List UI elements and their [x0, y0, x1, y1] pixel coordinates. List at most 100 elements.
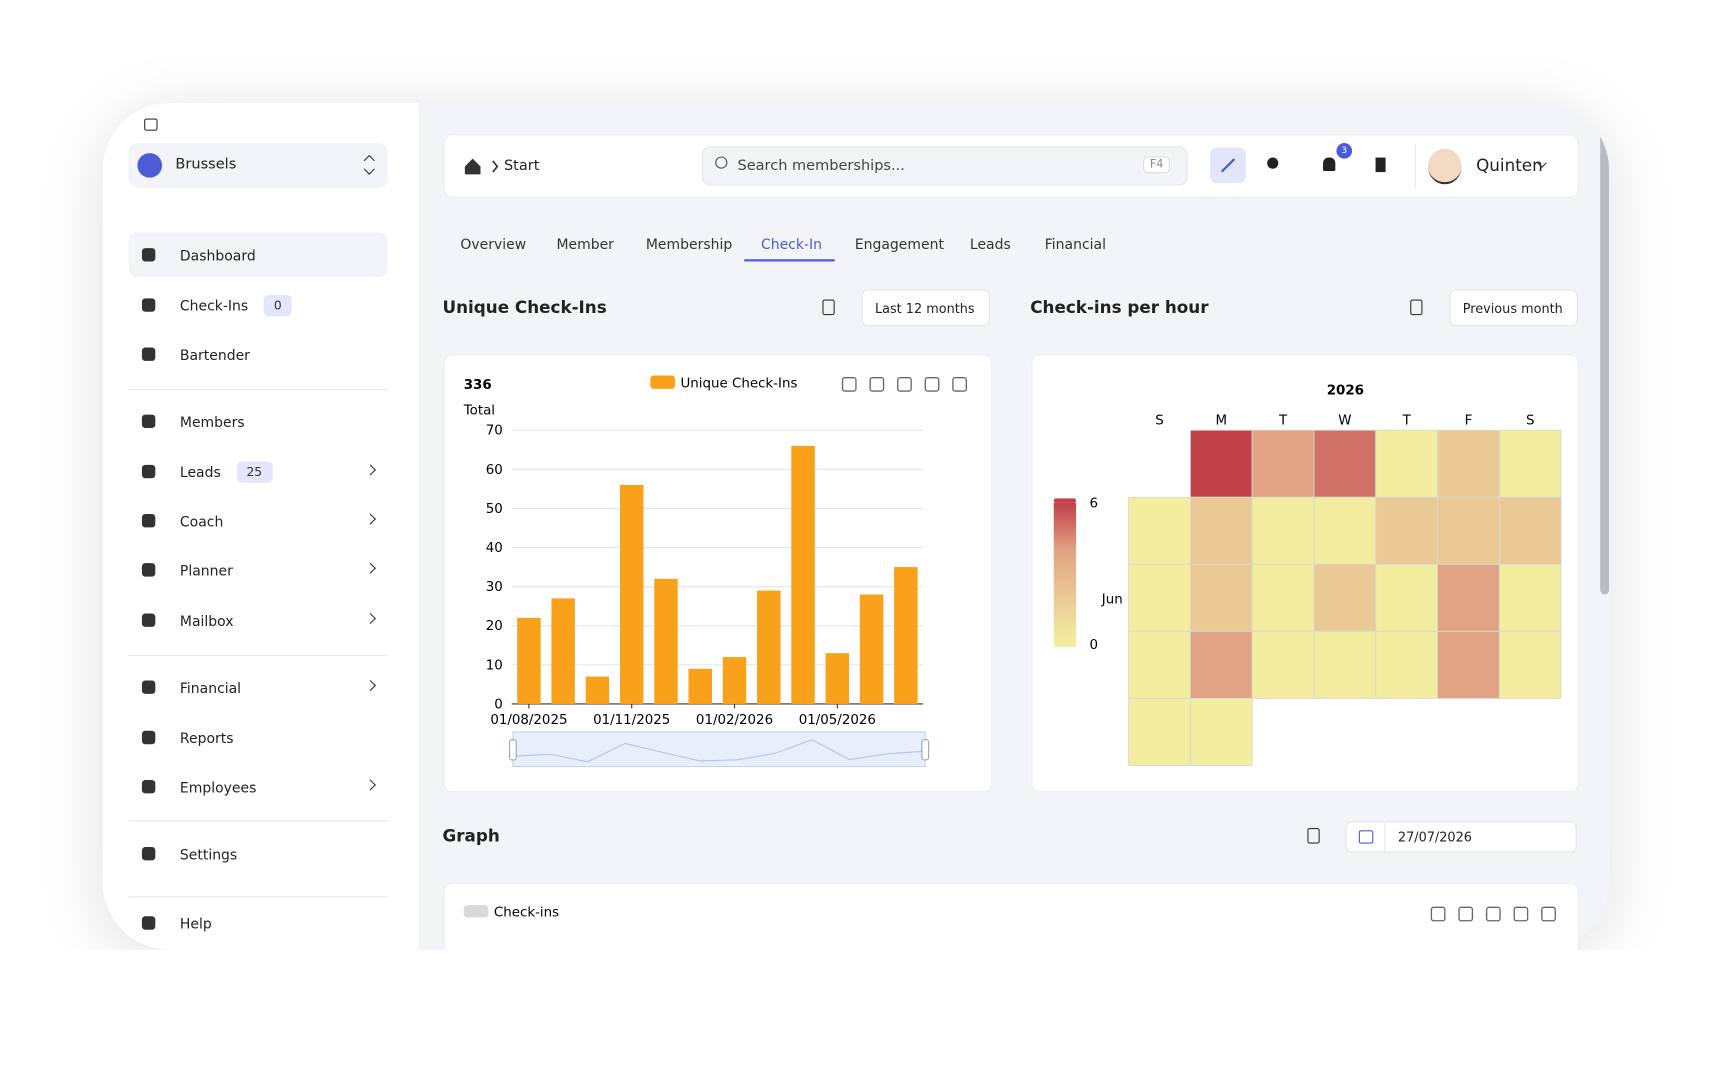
nav-label: Financial	[179, 678, 242, 696]
backdrop	[0, 949, 1732, 1079]
heat-cell	[1313, 563, 1377, 632]
heat-cell	[1189, 563, 1253, 632]
tab[interactable]: Check-In	[760, 235, 822, 253]
nav-item[interactable]: Planner	[129, 548, 388, 593]
calendar-year: 2026	[1327, 383, 1364, 398]
day-label: T	[1278, 414, 1288, 429]
nav-item[interactable]: Check-Ins 0	[129, 283, 388, 328]
tab[interactable]: Engagement	[854, 235, 944, 253]
notifications-button[interactable]	[1323, 157, 1336, 171]
nav-item[interactable]: Members	[129, 399, 388, 444]
tab[interactable]: Leads	[969, 235, 1011, 253]
heat-cell	[1498, 429, 1562, 498]
scrollbar[interactable]	[1600, 125, 1610, 595]
search-icon	[715, 156, 728, 169]
tab[interactable]: Member	[556, 235, 614, 253]
zoom-slider	[512, 731, 926, 768]
zoom-handle	[921, 739, 930, 761]
nav-icon	[141, 347, 156, 361]
nav-badge: 0	[263, 294, 292, 316]
divider	[128, 654, 388, 656]
nav-icon	[141, 563, 156, 577]
breadcrumb-icons	[464, 158, 499, 175]
bar	[619, 484, 644, 704]
divider	[128, 820, 388, 822]
y-tick-label: 60	[486, 463, 503, 478]
nav-item[interactable]: Bartender	[129, 332, 388, 377]
sidebar-toggle[interactable]	[144, 118, 158, 131]
day-label: T	[1402, 414, 1412, 429]
nav-label: Reports	[179, 729, 234, 746]
tab[interactable]: Overview	[460, 235, 527, 253]
add-member-button[interactable]	[1267, 157, 1279, 169]
y-tick-label: 40	[486, 541, 503, 556]
avatar[interactable]	[1428, 148, 1462, 185]
nav-item[interactable]: Leads 25	[129, 449, 388, 494]
heat-cell	[1128, 563, 1191, 632]
nav-icon	[141, 779, 156, 794]
user-name[interactable]: Quinten	[1476, 155, 1543, 176]
heat-cell	[1437, 563, 1500, 632]
export-button[interactable]	[822, 299, 835, 316]
nav-item[interactable]: Help	[129, 901, 388, 946]
tab[interactable]: Membership	[645, 235, 733, 253]
tab[interactable]: Financial	[1044, 235, 1106, 253]
bar	[688, 668, 712, 704]
bar	[722, 657, 747, 704]
heat-cell	[1128, 630, 1191, 699]
heat-cell	[1128, 697, 1191, 766]
nav-item[interactable]: Mailbox	[129, 598, 388, 643]
search-box[interactable]: Search memberships... F4	[701, 146, 1188, 186]
nav-item[interactable]: Coach	[129, 498, 388, 543]
nav-item[interactable]: Dashboard	[128, 232, 388, 278]
nav-label: Bartender	[179, 345, 250, 363]
day-label: S	[1155, 414, 1164, 429]
nav-icon	[141, 414, 156, 428]
date-input[interactable]: 27/07/2026	[1345, 821, 1577, 853]
legend-swatch	[463, 905, 489, 918]
toolbox-button	[1485, 906, 1501, 922]
divider	[128, 896, 388, 898]
nav-label: Coach	[179, 512, 224, 530]
nav-label: Planner	[179, 561, 233, 579]
divider	[1414, 144, 1416, 189]
export-button[interactable]	[1410, 299, 1423, 316]
day-label: S	[1526, 414, 1535, 429]
nav-label: Employees	[179, 778, 257, 796]
heat-cell	[1313, 630, 1377, 699]
nav-label: Mailbox	[179, 611, 234, 629]
section-title: Unique Check-Ins	[442, 297, 607, 318]
total-label: Total	[463, 404, 495, 419]
export-button[interactable]	[1307, 828, 1320, 844]
nav-item[interactable]: Financial	[129, 665, 388, 710]
nav-item[interactable]: Employees	[129, 764, 388, 809]
x-tick-label: 01/11/2025	[593, 713, 670, 728]
exit-button[interactable]	[1375, 157, 1386, 173]
heat-cell	[1437, 630, 1500, 699]
location-switcher[interactable]: Brussels	[128, 143, 388, 188]
range-dropdown[interactable]: Previous month	[1449, 289, 1578, 327]
toolbox-button	[869, 377, 885, 392]
location-icon	[137, 153, 163, 178]
range-dropdown[interactable]: Last 12 months	[861, 289, 991, 327]
y-tick-label: 70	[486, 424, 503, 439]
toolbox-button	[841, 377, 857, 392]
x-tick-label: 01/08/2025	[490, 713, 567, 728]
legend-swatch	[650, 375, 675, 389]
bar	[791, 445, 815, 704]
heat-cell	[1251, 429, 1315, 498]
nav-item[interactable]: Reports	[129, 715, 388, 760]
bar	[654, 578, 678, 704]
magic-button[interactable]	[1210, 147, 1246, 184]
bar	[585, 676, 610, 704]
heat-cell	[1375, 563, 1439, 632]
heat-cell	[1313, 429, 1377, 498]
nav-item[interactable]: Settings	[129, 831, 388, 876]
visual-map-handle	[1053, 498, 1077, 503]
bar	[551, 598, 575, 704]
day-label: W	[1338, 414, 1351, 429]
breadcrumb[interactable]: Start	[503, 157, 540, 175]
visual-map-handle	[1053, 642, 1077, 647]
